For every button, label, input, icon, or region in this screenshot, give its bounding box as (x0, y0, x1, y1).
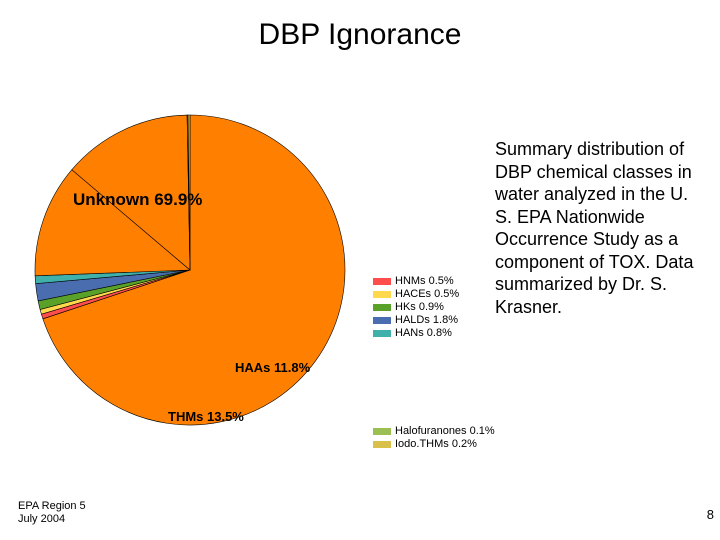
legend-swatch-hans (373, 330, 391, 337)
footer-org: EPA Region 5 (18, 500, 86, 513)
legend-item-iodothms: Iodo.THMs 0.2% (373, 438, 495, 450)
legend-swatch-halofuranones (373, 428, 391, 435)
legend-label-hks: HKs 0.9% (395, 301, 444, 313)
legend-label-haces: HACEs 0.5% (395, 288, 459, 300)
legend-group-0: HNMs 0.5%HACEs 0.5%HKs 0.9%HALDs 1.8%HAN… (373, 275, 459, 340)
legend-group-1: Halofuranones 0.1%Iodo.THMs 0.2% (373, 425, 495, 451)
footer-page-number: 8 (707, 507, 714, 522)
pie-chart: Unknown 69.9% HAAs 11.8% THMs 13.5% HNMs 0… (20, 110, 480, 470)
legend-item-halofuranones: Halofuranones 0.1% (373, 425, 495, 437)
page-title: DBP Ignorance (0, 18, 720, 52)
legend-item-halds: HALDs 1.8% (373, 314, 459, 326)
legend-label-halofuranones: Halofuranones 0.1% (395, 425, 495, 437)
summary-text: Summary distribution of DBP chemical cla… (495, 138, 695, 318)
legend-swatch-hnms (373, 278, 391, 285)
legend-item-hks: HKs 0.9% (373, 301, 459, 313)
legend-swatch-iodothms (373, 441, 391, 448)
footer-date: July 2004 (18, 513, 86, 526)
legend-label-iodothms: Iodo.THMs 0.2% (395, 438, 477, 450)
legend-item-hnms: HNMs 0.5% (373, 275, 459, 287)
legend-swatch-haces (373, 291, 391, 298)
pie-wrap (30, 110, 350, 430)
legend-label-halds: HALDs 1.8% (395, 314, 458, 326)
legend-label-hans: HANs 0.8% (395, 327, 452, 339)
pie-label-haas: HAAs 11.8% (235, 360, 310, 375)
pie-svg (30, 110, 350, 430)
legend-item-hans: HANs 0.8% (373, 327, 459, 339)
legend-label-hnms: HNMs 0.5% (395, 275, 454, 287)
legend-swatch-halds (373, 317, 391, 324)
pie-label-thms: THMs 13.5% (168, 409, 244, 424)
legend-swatch-hks (373, 304, 391, 311)
footer-left: EPA Region 5 July 2004 (18, 500, 86, 526)
legend-item-haces: HACEs 0.5% (373, 288, 459, 300)
pie-label-unknown: Unknown 69.9% (73, 190, 202, 210)
